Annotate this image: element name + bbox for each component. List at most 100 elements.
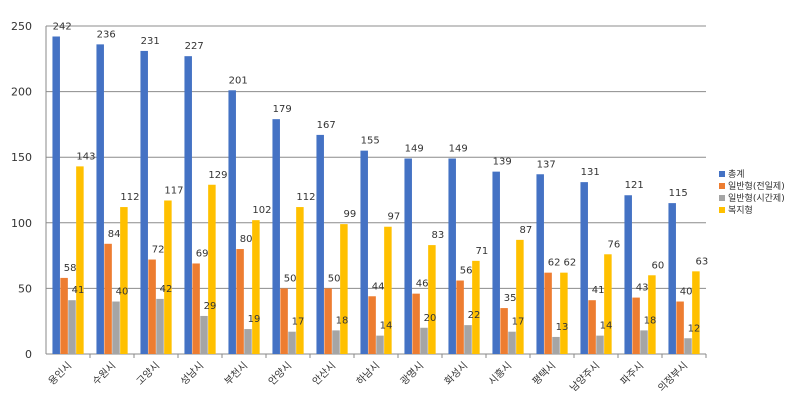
bar xyxy=(192,263,200,354)
data-label: 14 xyxy=(380,321,393,332)
bar xyxy=(60,278,68,354)
data-label: 44 xyxy=(372,281,385,292)
bar xyxy=(252,220,260,354)
data-label: 242 xyxy=(53,21,72,32)
legend: 총계일반형(전일제)일반형(시간제)복지형 xyxy=(719,168,785,216)
data-label: 40 xyxy=(680,287,693,298)
data-label: 18 xyxy=(644,315,657,326)
data-label: 13 xyxy=(556,322,569,333)
bar xyxy=(624,195,632,354)
legend-swatch xyxy=(719,207,725,213)
bar xyxy=(200,316,208,354)
bar xyxy=(76,166,84,354)
bar xyxy=(676,302,684,354)
data-label: 14 xyxy=(600,321,613,332)
data-label: 58 xyxy=(64,263,77,274)
bar xyxy=(580,182,588,354)
legend-swatch xyxy=(719,195,725,201)
bar xyxy=(376,336,384,354)
bar xyxy=(536,174,544,354)
bar xyxy=(340,224,348,354)
bar xyxy=(508,332,516,354)
data-label: 236 xyxy=(97,29,116,40)
bar xyxy=(68,300,76,354)
data-label: 131 xyxy=(581,167,600,178)
y-tick-label: 0 xyxy=(25,348,32,361)
bar xyxy=(428,245,436,354)
data-label: 137 xyxy=(537,159,556,170)
data-label: 29 xyxy=(204,301,217,312)
category-label: 평택시 xyxy=(530,360,558,388)
bar xyxy=(332,330,340,354)
bar xyxy=(228,90,236,354)
data-label: 129 xyxy=(208,170,227,181)
category-label: 화성시 xyxy=(442,360,470,388)
data-label: 112 xyxy=(296,192,315,203)
bar xyxy=(324,288,332,354)
data-label: 17 xyxy=(292,317,305,328)
bar xyxy=(492,172,500,354)
data-label: 62 xyxy=(564,258,577,269)
bar xyxy=(500,308,508,354)
data-label: 83 xyxy=(432,230,445,241)
bar xyxy=(272,119,280,354)
category-label: 안양시 xyxy=(266,360,294,388)
bar xyxy=(316,135,324,354)
bar xyxy=(368,296,376,354)
legend-swatch xyxy=(719,171,725,177)
data-label: 41 xyxy=(72,285,85,296)
bar xyxy=(464,325,472,354)
bar xyxy=(104,244,112,354)
bar-series xyxy=(52,36,699,354)
data-label: 41 xyxy=(592,285,605,296)
category-label: 시흥시 xyxy=(485,359,514,388)
bar xyxy=(96,44,104,354)
bar xyxy=(544,273,552,354)
legend-label: 일반형(시간제) xyxy=(728,193,785,204)
bar xyxy=(560,273,568,354)
data-label: 22 xyxy=(468,310,481,321)
data-label: 201 xyxy=(229,75,248,86)
y-tick-label: 50 xyxy=(18,282,32,295)
category-label: 안산시 xyxy=(310,360,338,388)
category-label: 하남시 xyxy=(353,359,382,388)
category-label: 용인시 xyxy=(46,360,74,388)
data-label: 117 xyxy=(164,185,183,196)
legend-label: 복지형 xyxy=(728,205,753,216)
bar xyxy=(684,338,692,354)
bar xyxy=(668,203,676,354)
data-label: 76 xyxy=(608,239,621,250)
data-label: 155 xyxy=(361,136,380,147)
data-label: 179 xyxy=(273,104,292,115)
data-label: 139 xyxy=(493,157,512,168)
y-tick-label: 150 xyxy=(11,151,32,164)
bar xyxy=(632,298,640,354)
bar xyxy=(552,337,560,354)
bar xyxy=(244,329,252,354)
bar xyxy=(420,328,428,354)
data-label: 19 xyxy=(248,314,261,325)
data-label: 115 xyxy=(669,188,688,199)
bar xyxy=(360,151,368,354)
bar xyxy=(184,56,192,354)
bar xyxy=(384,227,392,354)
data-label: 102 xyxy=(252,205,271,216)
y-tick-label: 200 xyxy=(11,86,32,99)
data-label: 46 xyxy=(416,279,429,290)
data-label: 143 xyxy=(76,151,95,162)
category-label: 성남시 xyxy=(178,360,206,388)
bar xyxy=(596,336,604,354)
bar xyxy=(52,36,60,354)
legend-label: 일반형(전일제) xyxy=(728,181,785,192)
data-label: 50 xyxy=(328,273,341,284)
bar xyxy=(164,200,172,354)
legend-label: 총계 xyxy=(728,168,745,180)
data-label: 99 xyxy=(344,209,357,220)
bar xyxy=(692,271,700,354)
y-axis: 0 50 100 150 200 250 xyxy=(11,20,46,361)
bar xyxy=(140,51,148,354)
data-label: 35 xyxy=(504,293,517,304)
category-label: 수원시 xyxy=(90,360,118,388)
bar xyxy=(448,159,456,354)
data-label: 227 xyxy=(185,41,204,52)
